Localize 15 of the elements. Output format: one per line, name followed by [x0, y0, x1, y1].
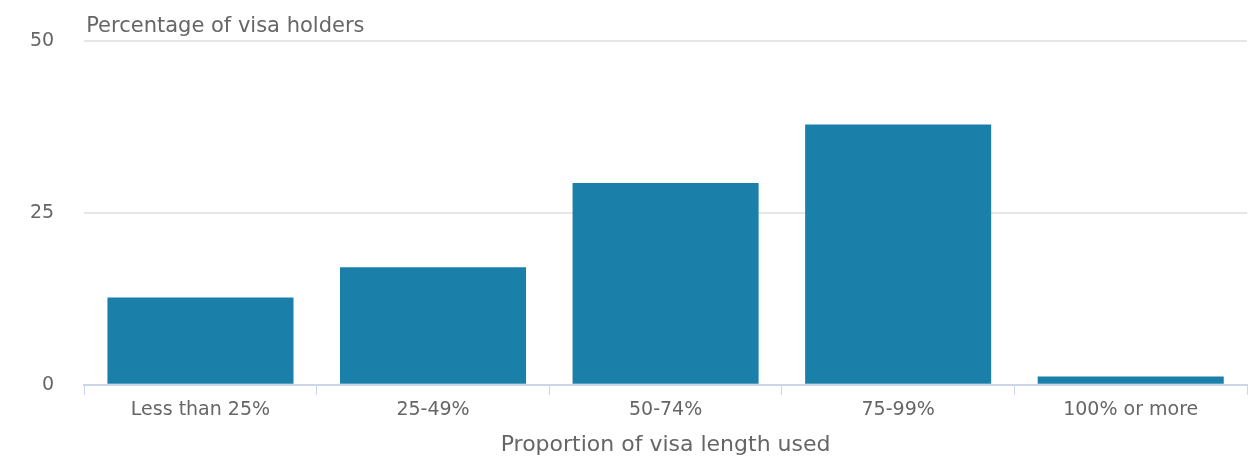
- x-tick-label: 25-49%: [396, 397, 470, 420]
- bar: [572, 182, 759, 384]
- bar: [340, 267, 527, 384]
- x-axis-title: Proportion of visa length used: [500, 430, 831, 456]
- y-tick-label: 0: [42, 371, 55, 394]
- y-tick-label: 25: [29, 200, 55, 223]
- y-axis-title: Percentage of visa holders: [86, 13, 365, 38]
- x-tick-label: 75-99%: [861, 397, 935, 420]
- x-tick-label: Less than 25%: [130, 397, 271, 420]
- y-tick-label: 50: [29, 28, 55, 51]
- bar: [107, 297, 294, 384]
- x-tick-label: 100% or more: [1063, 397, 1199, 420]
- bar: [1037, 376, 1224, 384]
- bar: [805, 124, 992, 384]
- x-tick-label: 50-74%: [628, 397, 703, 420]
